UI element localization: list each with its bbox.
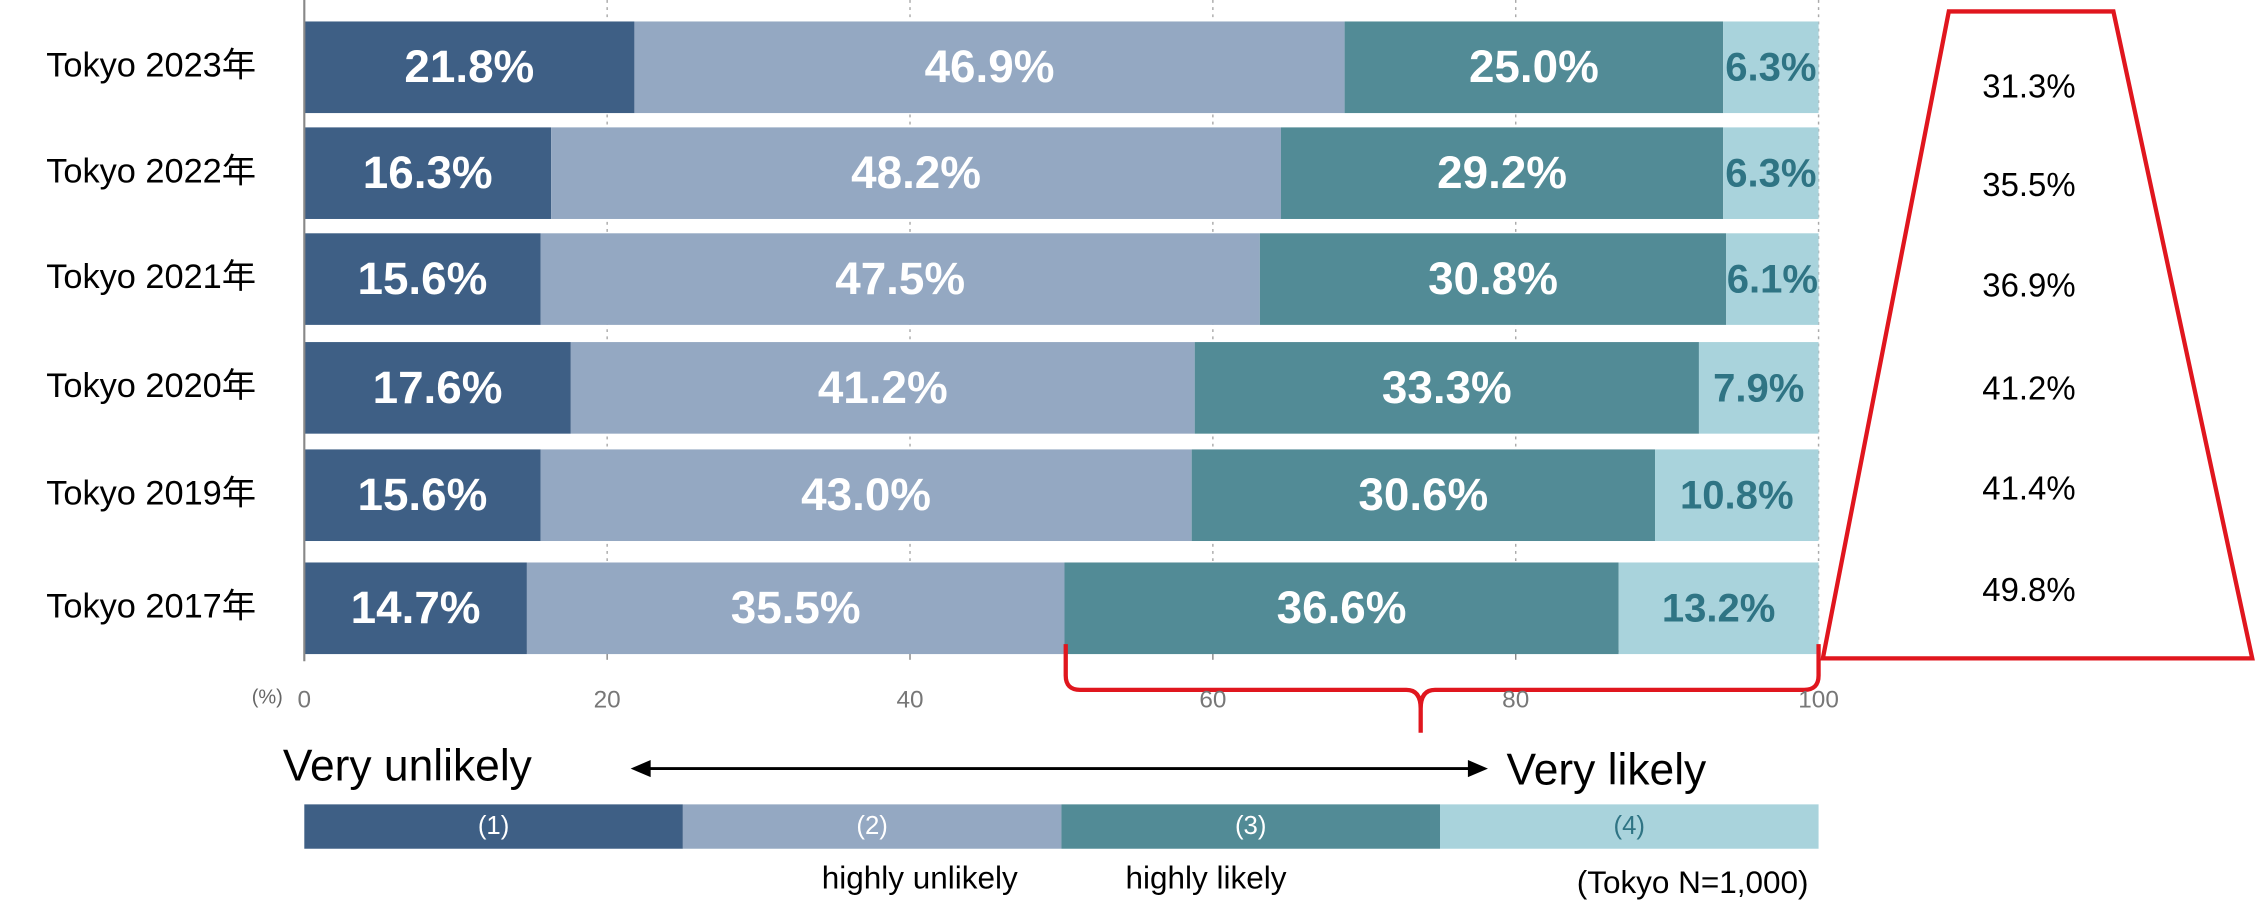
bar-segment (634, 21, 1345, 114)
arrow-head (1467, 759, 1488, 778)
data-label: 6.3% (1725, 152, 1816, 196)
data-label: 10.8% (1680, 474, 1794, 518)
data-label: 21.8% (404, 41, 534, 92)
data-label: 33.3% (1382, 362, 1512, 413)
legend-label: (1) (478, 812, 509, 840)
data-label: 6.3% (1725, 46, 1816, 90)
bar-segment (551, 127, 1282, 219)
annotation: highly likely (1126, 861, 1287, 896)
totals-box (1820, 9, 2255, 661)
data-label: 15.6% (357, 253, 487, 304)
bar-segment (540, 233, 1260, 325)
legend-label: (4) (1614, 812, 1645, 840)
bar-segment (1194, 342, 1699, 434)
total-label: 36.9% (1982, 266, 2075, 303)
bar-segment (1281, 127, 1724, 219)
bar-segment (1723, 21, 1819, 114)
marks: 0 20 40 60 80 100 Tokyo 2023年 21.8% 46.9% 25.0% 6.… (46, 41, 2076, 849)
data-label: 7.9% (1713, 366, 1804, 410)
bar-segment (1344, 21, 1724, 114)
x-tick-label: 40 (896, 687, 923, 714)
data-label: 15.6% (357, 469, 487, 520)
x-tick-label: 60 (1199, 687, 1226, 714)
x-tick-label: 20 (594, 687, 621, 714)
data-label: 14.7% (351, 582, 481, 633)
bar-segment (304, 449, 541, 542)
y-tick-label: Tokyo 2017年 (46, 587, 256, 625)
legend-label: (3) (1235, 812, 1266, 840)
bar-segment (1064, 562, 1619, 655)
x-tick-label: 80 (1502, 687, 1529, 714)
data-label: 30.6% (1358, 469, 1488, 520)
bar-segment (304, 233, 541, 325)
data-label: 46.9% (925, 41, 1055, 92)
y-tick-label: Tokyo 2021年 (46, 258, 256, 296)
y-tick-label: Tokyo 2022年 (46, 152, 256, 190)
legend-swatch (682, 804, 1062, 849)
legend-swatch (1061, 804, 1441, 849)
x-tick-label: 100 (1798, 687, 1839, 714)
total-label: 35.5% (1982, 166, 2075, 203)
data-label: 47.5% (835, 253, 965, 304)
bar-segment (1259, 233, 1727, 325)
data-label: 41.2% (818, 362, 948, 413)
annotation: (Tokyo N=1,000) (1577, 865, 1809, 900)
data-label: 43.0% (801, 469, 931, 520)
bar-segment (304, 21, 635, 114)
total-label: 41.4% (1982, 470, 2075, 507)
bar-segment (1191, 449, 1656, 542)
annotation: Very likely (1507, 746, 1708, 795)
bar-segment (1655, 449, 1819, 542)
bar-segment (540, 449, 1192, 542)
bar-segment (570, 342, 1195, 434)
data-label: 48.2% (851, 147, 981, 198)
bar-segment (1618, 562, 1819, 655)
data-label: 25.0% (1469, 41, 1599, 92)
total-label: 49.8% (1982, 571, 2075, 608)
x-tick-label: 0 (298, 687, 312, 714)
data-label: 16.3% (363, 147, 493, 198)
bar-segment (304, 562, 527, 655)
bar-segment (304, 342, 571, 434)
annotation: highly unlikely (822, 861, 1018, 896)
data-label: 30.8% (1428, 253, 1558, 304)
y-tick-label: Tokyo 2023年 (46, 46, 256, 84)
brace (1063, 644, 1821, 733)
bars (304, 21, 1819, 655)
bar-segment (304, 127, 552, 219)
legend-swatch (1440, 804, 1819, 849)
bar-segment (1698, 342, 1819, 434)
annotation: Very unlikely (283, 741, 533, 790)
data-label: 35.5% (731, 582, 861, 633)
legend-swatch (304, 804, 683, 849)
data-label: 6.1% (1727, 258, 1818, 302)
total-label: 41.2% (1982, 369, 2075, 406)
data-label: 13.2% (1662, 587, 1776, 631)
y-tick-label: Tokyo 2019年 (46, 474, 256, 512)
total-label: 31.3% (1982, 67, 2075, 104)
bar-segment (526, 562, 1065, 655)
y-tick-label: Tokyo 2020年 (46, 367, 256, 405)
x-unit: (%) (252, 687, 283, 709)
legend-label: (2) (856, 812, 887, 840)
data-label: 29.2% (1437, 147, 1567, 198)
data-label: 17.6% (373, 362, 503, 413)
arrow-head (630, 759, 651, 778)
bar-segment (1726, 233, 1819, 325)
bar-segment (1723, 127, 1819, 219)
data-label: 36.6% (1277, 582, 1407, 633)
